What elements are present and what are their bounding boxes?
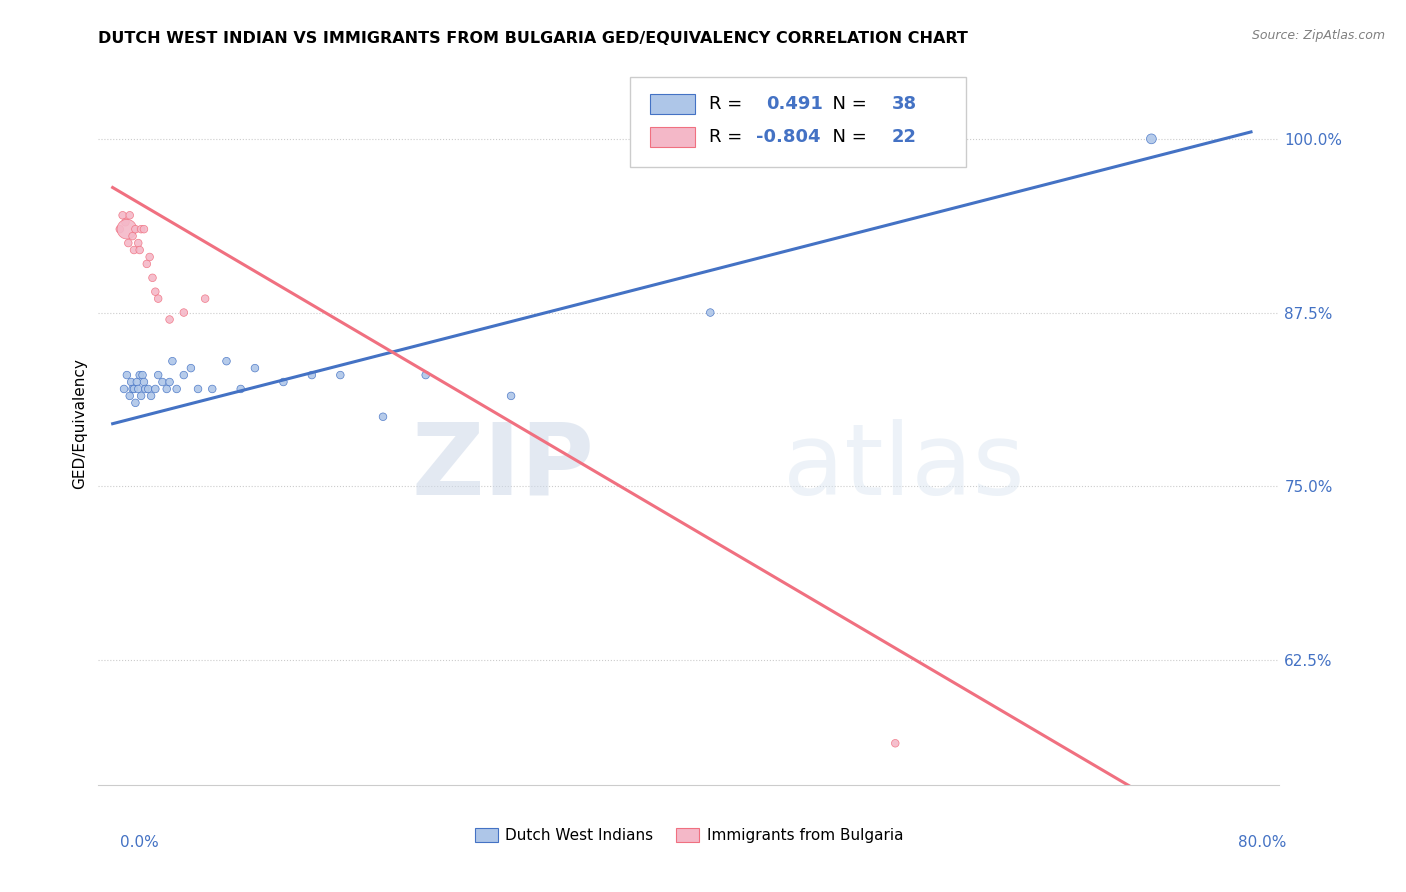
Point [194, 292, 217, 306]
Point [129, 222, 152, 236]
Point [135, 257, 157, 271]
Text: R =: R = [709, 95, 754, 113]
Text: ZIP: ZIP [412, 418, 595, 516]
Point [187, 382, 209, 396]
Point [329, 368, 352, 382]
Point [152, 375, 174, 389]
Point [215, 354, 238, 368]
Point [124, 222, 146, 236]
FancyBboxPatch shape [630, 77, 966, 167]
Point [499, 389, 522, 403]
Text: -0.804: -0.804 [756, 128, 821, 146]
Text: DUTCH WEST INDIAN VS IMMIGRANTS FROM BULGARIA GED/EQUIVALENCY CORRELATION CHART: DUTCH WEST INDIAN VS IMMIGRANTS FROM BUL… [98, 31, 969, 46]
Point [122, 243, 145, 257]
Point [115, 222, 138, 236]
Point [122, 382, 145, 396]
Point [173, 305, 195, 319]
Point [162, 354, 184, 368]
Point [229, 382, 252, 396]
Point [136, 382, 159, 396]
Point [134, 382, 156, 396]
Point [128, 243, 150, 257]
Point [115, 368, 138, 382]
Point [129, 389, 152, 403]
Point [138, 250, 160, 264]
Text: 80.0%: 80.0% [1239, 836, 1286, 850]
Point [273, 375, 295, 389]
Point [120, 375, 142, 389]
Point [159, 375, 181, 389]
Point [156, 382, 179, 396]
Point [127, 382, 149, 396]
Point [121, 229, 143, 244]
Point [173, 368, 195, 382]
Text: Source: ZipAtlas.com: Source: ZipAtlas.com [1251, 29, 1385, 42]
Point [180, 361, 202, 376]
Point [125, 375, 148, 389]
Point [884, 736, 907, 750]
FancyBboxPatch shape [650, 127, 695, 147]
Point [117, 235, 139, 250]
Text: 22: 22 [891, 128, 917, 146]
Point [166, 382, 188, 396]
Point [148, 292, 170, 306]
FancyBboxPatch shape [650, 95, 695, 114]
Point [121, 382, 143, 396]
Point [108, 222, 131, 236]
Point [143, 382, 166, 396]
Point [159, 312, 181, 326]
Text: 0.491: 0.491 [766, 95, 823, 113]
Point [699, 305, 721, 319]
Text: atlas: atlas [783, 418, 1025, 516]
Text: 0.0%: 0.0% [120, 836, 159, 850]
Y-axis label: GED/Equivalency: GED/Equivalency [72, 359, 87, 489]
Point [118, 389, 141, 403]
Point [301, 368, 323, 382]
Point [128, 368, 150, 382]
Point [148, 368, 170, 382]
Point [243, 361, 266, 376]
Point [111, 208, 134, 222]
Point [139, 389, 162, 403]
Point [415, 368, 437, 382]
Point [131, 368, 153, 382]
Point [143, 285, 166, 299]
Text: N =: N = [821, 128, 873, 146]
Point [201, 382, 224, 396]
Point [127, 235, 149, 250]
Text: 38: 38 [891, 95, 917, 113]
Point [132, 375, 155, 389]
Point [118, 208, 141, 222]
Point [124, 396, 146, 410]
Point [132, 222, 155, 236]
Point [1140, 132, 1163, 146]
Text: N =: N = [821, 95, 873, 113]
Text: R =: R = [709, 128, 748, 146]
Point [141, 270, 163, 285]
Point [114, 215, 136, 229]
Point [112, 382, 135, 396]
Point [371, 409, 394, 424]
Legend: Dutch West Indians, Immigrants from Bulgaria: Dutch West Indians, Immigrants from Bulg… [468, 822, 910, 849]
